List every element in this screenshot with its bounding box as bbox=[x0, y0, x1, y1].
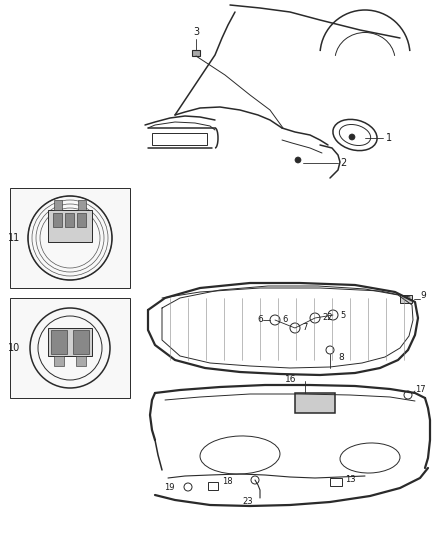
Text: 9: 9 bbox=[420, 290, 426, 300]
Text: 16: 16 bbox=[285, 376, 297, 384]
Text: 18: 18 bbox=[222, 478, 233, 487]
Bar bbox=[208, 482, 218, 490]
Text: 8: 8 bbox=[338, 353, 344, 362]
Bar bbox=[10, 298, 130, 398]
Bar bbox=[53, 213, 62, 227]
Text: 6: 6 bbox=[282, 316, 287, 325]
Text: 1: 1 bbox=[386, 133, 392, 143]
Circle shape bbox=[295, 157, 301, 163]
Text: 10: 10 bbox=[8, 343, 20, 353]
Circle shape bbox=[349, 134, 355, 140]
Bar bbox=[77, 213, 86, 227]
Bar bbox=[78, 200, 86, 210]
Text: 19: 19 bbox=[165, 482, 175, 491]
Bar bbox=[54, 356, 64, 366]
Bar bbox=[295, 393, 335, 413]
Bar bbox=[152, 133, 207, 145]
Bar bbox=[10, 188, 130, 288]
Bar bbox=[65, 213, 74, 227]
Bar bbox=[400, 295, 412, 303]
Text: 5: 5 bbox=[340, 311, 345, 319]
Text: 22: 22 bbox=[322, 313, 332, 322]
Text: 13: 13 bbox=[345, 475, 356, 484]
Text: 3: 3 bbox=[193, 27, 199, 37]
Text: 17: 17 bbox=[415, 385, 426, 394]
Text: 7: 7 bbox=[302, 324, 307, 333]
Text: 2: 2 bbox=[340, 158, 346, 168]
Text: 6: 6 bbox=[257, 316, 263, 325]
Bar bbox=[192, 50, 200, 56]
Bar bbox=[54, 200, 62, 210]
Text: 23: 23 bbox=[243, 497, 253, 506]
Text: 11: 11 bbox=[8, 233, 20, 243]
Bar bbox=[51, 330, 67, 354]
Bar bbox=[73, 330, 89, 354]
Bar bbox=[48, 328, 92, 356]
Bar bbox=[48, 210, 92, 242]
Bar bbox=[330, 478, 342, 486]
Bar bbox=[76, 356, 86, 366]
